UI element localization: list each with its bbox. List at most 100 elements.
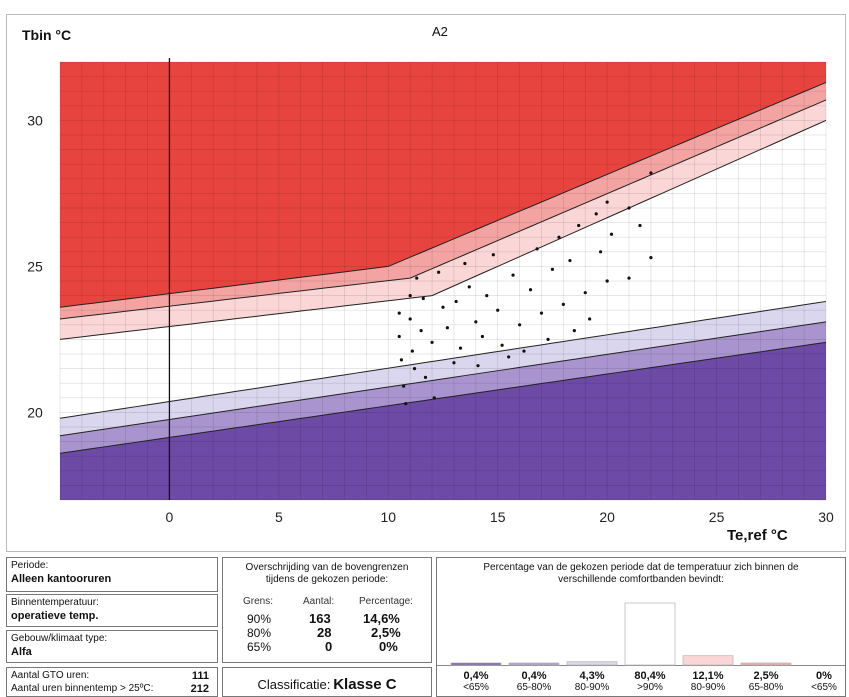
- x-tick-label: 20: [599, 509, 615, 525]
- comfort-band-line: [59, 99, 827, 320]
- data-point: [432, 396, 436, 400]
- data-point: [463, 261, 467, 266]
- data-point: [583, 291, 587, 295]
- data-point: [561, 302, 565, 306]
- y-tick-label: 30: [27, 112, 43, 128]
- percentage-bar: [566, 661, 618, 666]
- uren25-label: Aantal uren binnentemp > 25ºC:: [11, 683, 154, 694]
- data-point: [588, 317, 592, 321]
- x-tick-label: 5: [275, 509, 283, 525]
- data-point: [627, 276, 631, 280]
- data-point: [649, 256, 653, 260]
- binnen-value: operatieve temp.: [11, 610, 99, 622]
- data-point: [441, 305, 445, 309]
- data-point: [594, 212, 598, 216]
- comfort-band-line: [59, 119, 827, 340]
- row-pct: 14,6%: [363, 611, 400, 626]
- data-point: [421, 296, 425, 301]
- data-point: [638, 223, 642, 228]
- data-point: [408, 317, 412, 321]
- x-tick-label: 0: [166, 509, 174, 525]
- y-tick-label: 25: [27, 258, 43, 274]
- percentage-band: <65%: [463, 682, 489, 693]
- percentage-value: 12,1%: [692, 670, 724, 682]
- classificatie-box: Classificatie: Klasse C: [222, 667, 432, 697]
- percentage-value: 0,4%: [463, 670, 489, 682]
- data-point: [412, 367, 417, 371]
- row-aantal: 28: [317, 625, 332, 640]
- y-axis-label: Tbin °C: [22, 27, 72, 43]
- percentage-bar-label: 0% <65%: [794, 670, 849, 693]
- data-point: [480, 334, 484, 339]
- percentage-bar: [740, 662, 792, 666]
- uren25-value: 212: [190, 683, 209, 695]
- percentage-bar-label: 12,1% 80-90%: [678, 670, 738, 693]
- percentage-band: >90%: [637, 682, 663, 693]
- percentage-value: 0,4%: [521, 670, 547, 682]
- gto-label: Aantal GTO uren:: [11, 670, 90, 681]
- data-point: [397, 311, 401, 315]
- percentage-bar: [624, 602, 676, 666]
- band-hot-90: [60, 99, 826, 340]
- percentage-bar-label: 0,4% <65%: [446, 670, 506, 693]
- classificatie-label: Classificatie:: [257, 677, 331, 692]
- data-point: [419, 329, 423, 333]
- percentage-bar: [682, 655, 734, 666]
- y-tick-label: 20: [27, 404, 43, 420]
- row-grens: 90%: [247, 612, 272, 626]
- data-point: [605, 279, 609, 283]
- data-point: [496, 308, 500, 312]
- gebouw-box: Gebouw/klimaat type: Alfa: [6, 630, 218, 663]
- comfort-band-line: [59, 341, 827, 454]
- data-point: [399, 358, 404, 362]
- data-point: [605, 200, 609, 204]
- data-point: [404, 402, 408, 406]
- percentage-box: Percentage van de gekozen periode dat de…: [436, 557, 846, 697]
- data-point: [476, 364, 480, 368]
- gto-value: 111: [191, 670, 209, 682]
- overschrijding-box: Overschrijding van de bovengrenzen tijde…: [222, 557, 432, 663]
- percentage-band: 80-90%: [690, 682, 726, 693]
- row-grens: 65%: [247, 640, 272, 654]
- data-point: [649, 171, 653, 175]
- gebouw-value: Alfa: [11, 646, 32, 658]
- data-point: [408, 294, 412, 298]
- chart-title: A2: [432, 24, 448, 39]
- comfort-band-line: [59, 81, 827, 308]
- periode-box: Periode: Alleen kantooruren: [6, 557, 218, 592]
- percentage-bar: [450, 662, 502, 666]
- data-point: [598, 250, 603, 254]
- row-aantal: 0: [325, 639, 333, 654]
- data-point: [609, 232, 614, 236]
- gebouw-label: Gebouw/klimaat type:: [11, 633, 108, 644]
- periode-label: Periode:: [11, 560, 49, 571]
- data-point: [500, 343, 504, 347]
- data-point: [518, 323, 522, 327]
- percentage-bar: [508, 662, 560, 666]
- x-tick-label: 15: [490, 509, 506, 525]
- data-point: [397, 334, 401, 339]
- data-point: [415, 276, 419, 280]
- binnen-label: Binnentemperatuur:: [11, 597, 99, 608]
- percentage-bar-label: 4,3% 80-90%: [562, 670, 622, 693]
- row-pct: 0%: [379, 639, 398, 654]
- data-point: [528, 288, 533, 292]
- data-point: [627, 206, 631, 210]
- data-point: [511, 273, 515, 277]
- data-point: [423, 375, 428, 379]
- row-grens: 80%: [247, 626, 272, 640]
- percentage-bar-label: 80,4% >90%: [620, 670, 680, 693]
- band-hot: [60, 62, 826, 308]
- data-point: [452, 361, 456, 365]
- data-point: [410, 349, 414, 353]
- percentage-band: <65%: [811, 682, 837, 693]
- x-tick-label: 30: [818, 509, 834, 525]
- x-tick-label: 25: [709, 509, 725, 525]
- data-point: [546, 337, 550, 341]
- data-point: [474, 320, 478, 324]
- data-point: [522, 349, 526, 353]
- percentage-divider: [437, 665, 845, 666]
- band-cold: [60, 342, 826, 500]
- row-aantal: 163: [309, 611, 331, 626]
- data-point: [491, 253, 495, 257]
